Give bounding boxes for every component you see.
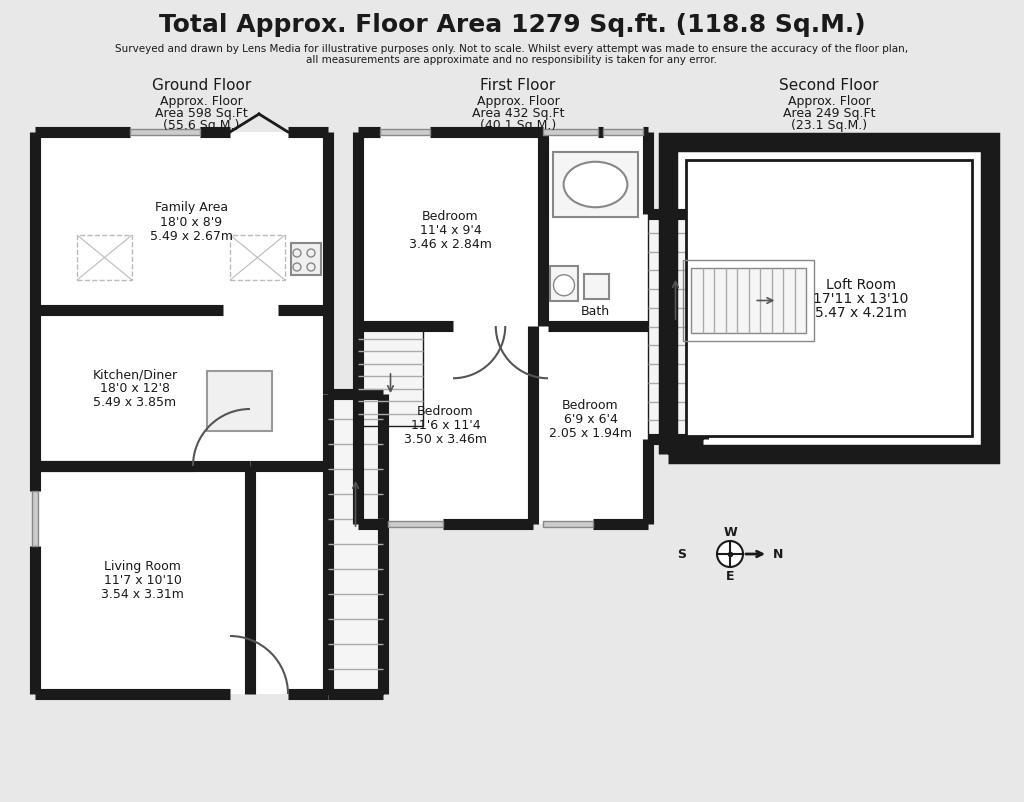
Text: 6'9 x 6'4: 6'9 x 6'4	[563, 413, 617, 426]
Text: 2.05 x 1.94m: 2.05 x 1.94m	[549, 427, 632, 440]
Text: Surveyed and drawn by Lens Media for illustrative purposes only. Not to scale. W: Surveyed and drawn by Lens Media for ill…	[116, 44, 908, 54]
Bar	[683, 261, 814, 342]
Text: Approx. Floor: Approx. Floor	[160, 95, 243, 107]
Bar	[668, 143, 990, 455]
Bar	[207, 371, 272, 431]
Text: Second Floor: Second Floor	[779, 78, 879, 92]
Bar	[291, 244, 321, 276]
Bar	[955, 134, 990, 152]
Bar	[553, 153, 638, 217]
Text: Family Area: Family Area	[155, 201, 228, 214]
Circle shape	[717, 541, 743, 567]
Text: 18'0 x 8'9: 18'0 x 8'9	[161, 215, 222, 229]
Text: Area 249 Sq.Ft: Area 249 Sq.Ft	[782, 107, 876, 119]
Bar	[358, 326, 423, 427]
Text: Kitchen/Diner: Kitchen/Diner	[92, 368, 177, 381]
Text: Bedroom: Bedroom	[417, 405, 474, 418]
Bar	[686, 160, 972, 436]
Bar	[388, 521, 443, 528]
Text: 5.49 x 2.67m: 5.49 x 2.67m	[150, 229, 233, 242]
Text: W: W	[723, 526, 737, 539]
Text: 3.50 x 3.46m: 3.50 x 3.46m	[404, 433, 487, 446]
Bar	[32, 492, 38, 546]
Text: First Floor: First Floor	[480, 78, 556, 92]
Text: S: S	[678, 548, 686, 561]
Text: Approx. Floor: Approx. Floor	[476, 95, 559, 107]
Text: 5.47 x 4.21m: 5.47 x 4.21m	[815, 306, 907, 320]
Text: (40.1 Sq.M.): (40.1 Sq.M.)	[480, 119, 556, 132]
Text: Living Room: Living Room	[104, 560, 181, 573]
Text: 3.54 x 3.31m: 3.54 x 3.31m	[101, 588, 184, 601]
Text: Loft Room: Loft Room	[826, 277, 896, 292]
Text: Area 598 Sq.Ft: Area 598 Sq.Ft	[155, 107, 248, 119]
Text: Approx. Floor: Approx. Floor	[787, 95, 870, 107]
Text: all measurements are approximate and no responsibility is taken for any error.: all measurements are approximate and no …	[306, 55, 718, 65]
Text: E: E	[726, 569, 734, 583]
Bar	[328, 395, 383, 695]
Bar	[328, 395, 383, 695]
Bar	[603, 130, 643, 136]
Bar	[768, 134, 828, 152]
Bar	[903, 134, 983, 152]
Text: Area 432 Sq.Ft: Area 432 Sq.Ft	[472, 107, 564, 119]
Bar	[648, 215, 703, 439]
Text: Bedroom: Bedroom	[422, 209, 479, 222]
Bar	[543, 521, 593, 528]
Text: Ground Floor: Ground Floor	[152, 78, 251, 92]
Bar	[691, 269, 806, 334]
Bar	[358, 133, 648, 525]
Text: 17'11 x 13'10: 17'11 x 13'10	[813, 292, 908, 306]
Text: 11'7 x 10'10: 11'7 x 10'10	[103, 573, 181, 587]
Text: 11'6 x 11'4: 11'6 x 11'4	[411, 419, 480, 432]
Ellipse shape	[563, 163, 628, 208]
Bar	[584, 274, 609, 300]
Text: 18'0 x 12'8: 18'0 x 12'8	[100, 382, 170, 395]
Bar	[668, 134, 698, 152]
Bar	[543, 130, 598, 136]
Text: Total Approx. Floor Area 1279 Sq.ft. (118.8 Sq.M.): Total Approx. Floor Area 1279 Sq.ft. (11…	[159, 13, 865, 37]
Text: 5.49 x 3.85m: 5.49 x 3.85m	[93, 396, 176, 409]
Bar	[230, 236, 285, 281]
Bar	[550, 267, 578, 302]
Ellipse shape	[554, 275, 574, 297]
Text: (23.1 Sq.M.): (23.1 Sq.M.)	[791, 119, 867, 132]
Bar	[77, 236, 132, 281]
Bar	[648, 215, 703, 439]
Text: Bath: Bath	[581, 305, 610, 318]
Text: 3.46 x 2.84m: 3.46 x 2.84m	[409, 237, 492, 250]
Text: 11'4 x 9'4: 11'4 x 9'4	[420, 223, 481, 237]
Text: (55.6 Sq.M.): (55.6 Sq.M.)	[163, 119, 240, 132]
Bar	[35, 133, 328, 695]
Text: Bedroom: Bedroom	[562, 399, 618, 412]
Bar	[130, 130, 200, 136]
Text: N: N	[773, 548, 783, 561]
Bar	[380, 130, 430, 136]
